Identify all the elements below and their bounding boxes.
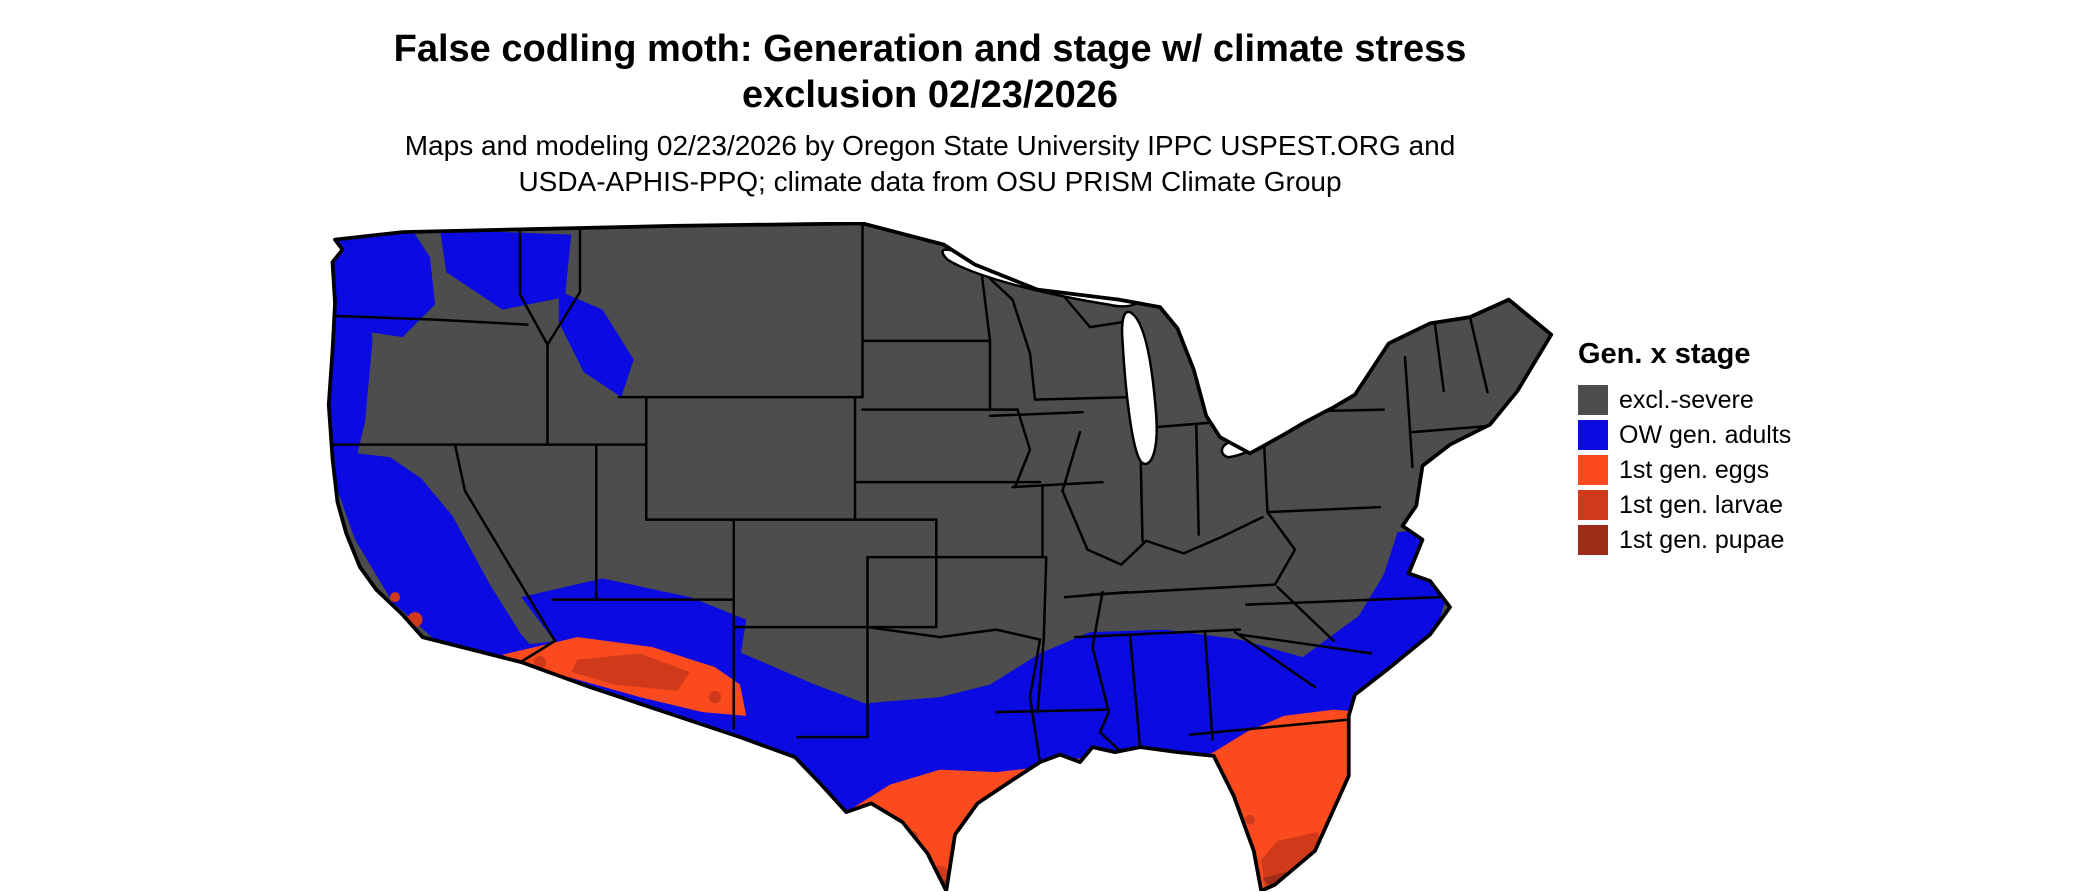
map-legend: Gen. x stage excl.-severe OW gen. adults… [1578,338,1791,560]
legend-label-ow-gen-adults: OW gen. adults [1619,420,1792,449]
lake-michigan [1120,310,1158,465]
legend-title: Gen. x stage [1578,338,1751,370]
us-map [315,221,1565,892]
us-outline [326,221,1554,892]
legend-label-1st-gen-eggs: 1st gen. eggs [1619,455,1770,484]
legend-label-1st-gen-pupae: 1st gen. pupae [1619,525,1785,554]
legend-item-ow-gen-adults: OW gen. adults [1578,420,1791,450]
legend-label-1st-gen-larvae: 1st gen. larvae [1619,490,1783,519]
subtitle-line-2: USDA-APHIS-PPQ; climate data from OSU PR… [518,166,1342,197]
page-subtitle: Maps and modeling 02/23/2026 by Oregon S… [0,128,1860,200]
legend-label-excl-severe: excl.-severe [1619,385,1754,414]
us-map-svg [326,221,1554,892]
legend-item-1st-gen-larvae: 1st gen. larvae [1578,490,1791,520]
page-title: False codling moth: Generation and stage… [0,26,1860,118]
state-borders [328,223,1492,764]
legend-swatch-excl-severe [1578,385,1608,415]
subtitle-line-1: Maps and modeling 02/23/2026 by Oregon S… [404,130,1456,161]
legend-swatch-ow-gen-adults [1578,420,1608,450]
legend-swatch-1st-gen-pupae [1578,525,1608,555]
legend-item-1st-gen-eggs: 1st gen. eggs [1578,455,1791,485]
title-line-1: False codling moth: Generation and stage… [393,28,1467,70]
legend-item-1st-gen-pupae: 1st gen. pupae [1578,525,1791,555]
legend-item-excl-severe: excl.-severe [1578,385,1791,415]
legend-swatch-1st-gen-eggs [1578,455,1608,485]
legend-swatch-1st-gen-larvae [1578,490,1608,520]
title-line-2: exclusion 02/23/2026 [741,74,1119,116]
